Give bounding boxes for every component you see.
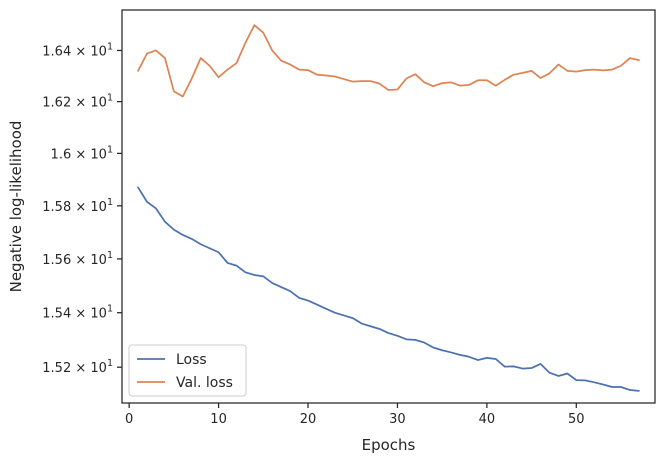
y-tick-exponent: 1 — [107, 197, 113, 208]
y-tick-times: × — [71, 361, 90, 376]
y-tick-label: 1.56 × 101 — [42, 250, 113, 268]
series-lines — [137, 24, 640, 392]
series-line-loss — [137, 186, 640, 392]
y-tick-base: 10 — [90, 361, 107, 376]
y-tick-base: 10 — [90, 44, 107, 59]
y-tick-exponent: 1 — [107, 358, 113, 369]
y-tick-base: 10 — [90, 253, 107, 268]
x-tick-label: 10 — [210, 412, 227, 427]
y-tick-mantissa: 1.64 — [42, 44, 71, 59]
y-tick-label: 1.58 × 101 — [42, 197, 113, 215]
y-tick-mantissa: 1.6 — [51, 147, 72, 162]
y-tick-mantissa: 1.58 — [42, 200, 71, 215]
x-tick-label: 50 — [568, 412, 585, 427]
x-tick-label: 0 — [125, 412, 133, 427]
y-tick-times: × — [71, 96, 90, 111]
y-tick-label: 1.6 × 101 — [51, 144, 113, 162]
y-tick-exponent: 1 — [107, 304, 113, 315]
y-tick-times: × — [71, 44, 90, 59]
y-tick-mantissa: 1.56 — [42, 253, 71, 268]
y-tick-exponent: 1 — [107, 144, 113, 155]
y-tick-times: × — [71, 200, 90, 215]
y-tick-mantissa: 1.52 — [42, 361, 71, 376]
x-tick-label: 30 — [389, 412, 406, 427]
y-tick-base: 10 — [90, 96, 107, 111]
x-axis-label: Epochs — [362, 436, 416, 454]
x-tick-label: 40 — [479, 412, 496, 427]
y-tick-exponent: 1 — [107, 41, 113, 52]
series-line-val-loss — [137, 24, 640, 98]
y-tick-exponent: 1 — [107, 250, 113, 261]
y-tick-mantissa: 1.62 — [42, 96, 71, 111]
y-tick-base: 10 — [90, 307, 107, 322]
legend-box — [128, 344, 247, 397]
y-tick-base: 10 — [90, 147, 107, 162]
y-tick-times: × — [71, 253, 90, 268]
y-tick-mantissa: 1.54 — [42, 307, 71, 322]
legend-label-loss: Loss — [176, 352, 207, 368]
y-tick-label: 1.64 × 101 — [42, 41, 113, 59]
plot-area — [121, 9, 656, 404]
legend-label-val-loss: Val. loss — [176, 375, 233, 391]
x-tick-label: 20 — [300, 412, 317, 427]
y-tick-base: 10 — [90, 200, 107, 215]
y-tick-times: × — [71, 147, 90, 162]
y-tick-label: 1.62 × 101 — [42, 93, 113, 111]
legend: Loss Val. loss — [128, 344, 247, 397]
y-tick-label: 1.54 × 101 — [42, 304, 113, 322]
y-tick-label: 1.52 × 101 — [42, 358, 113, 376]
y-axis-label: Negative log-likelihood — [7, 121, 25, 293]
y-tick-times: × — [71, 307, 90, 322]
x-axis-ticks: 0 10 20 30 40 50 — [125, 403, 585, 427]
y-tick-exponent: 1 — [107, 93, 113, 104]
